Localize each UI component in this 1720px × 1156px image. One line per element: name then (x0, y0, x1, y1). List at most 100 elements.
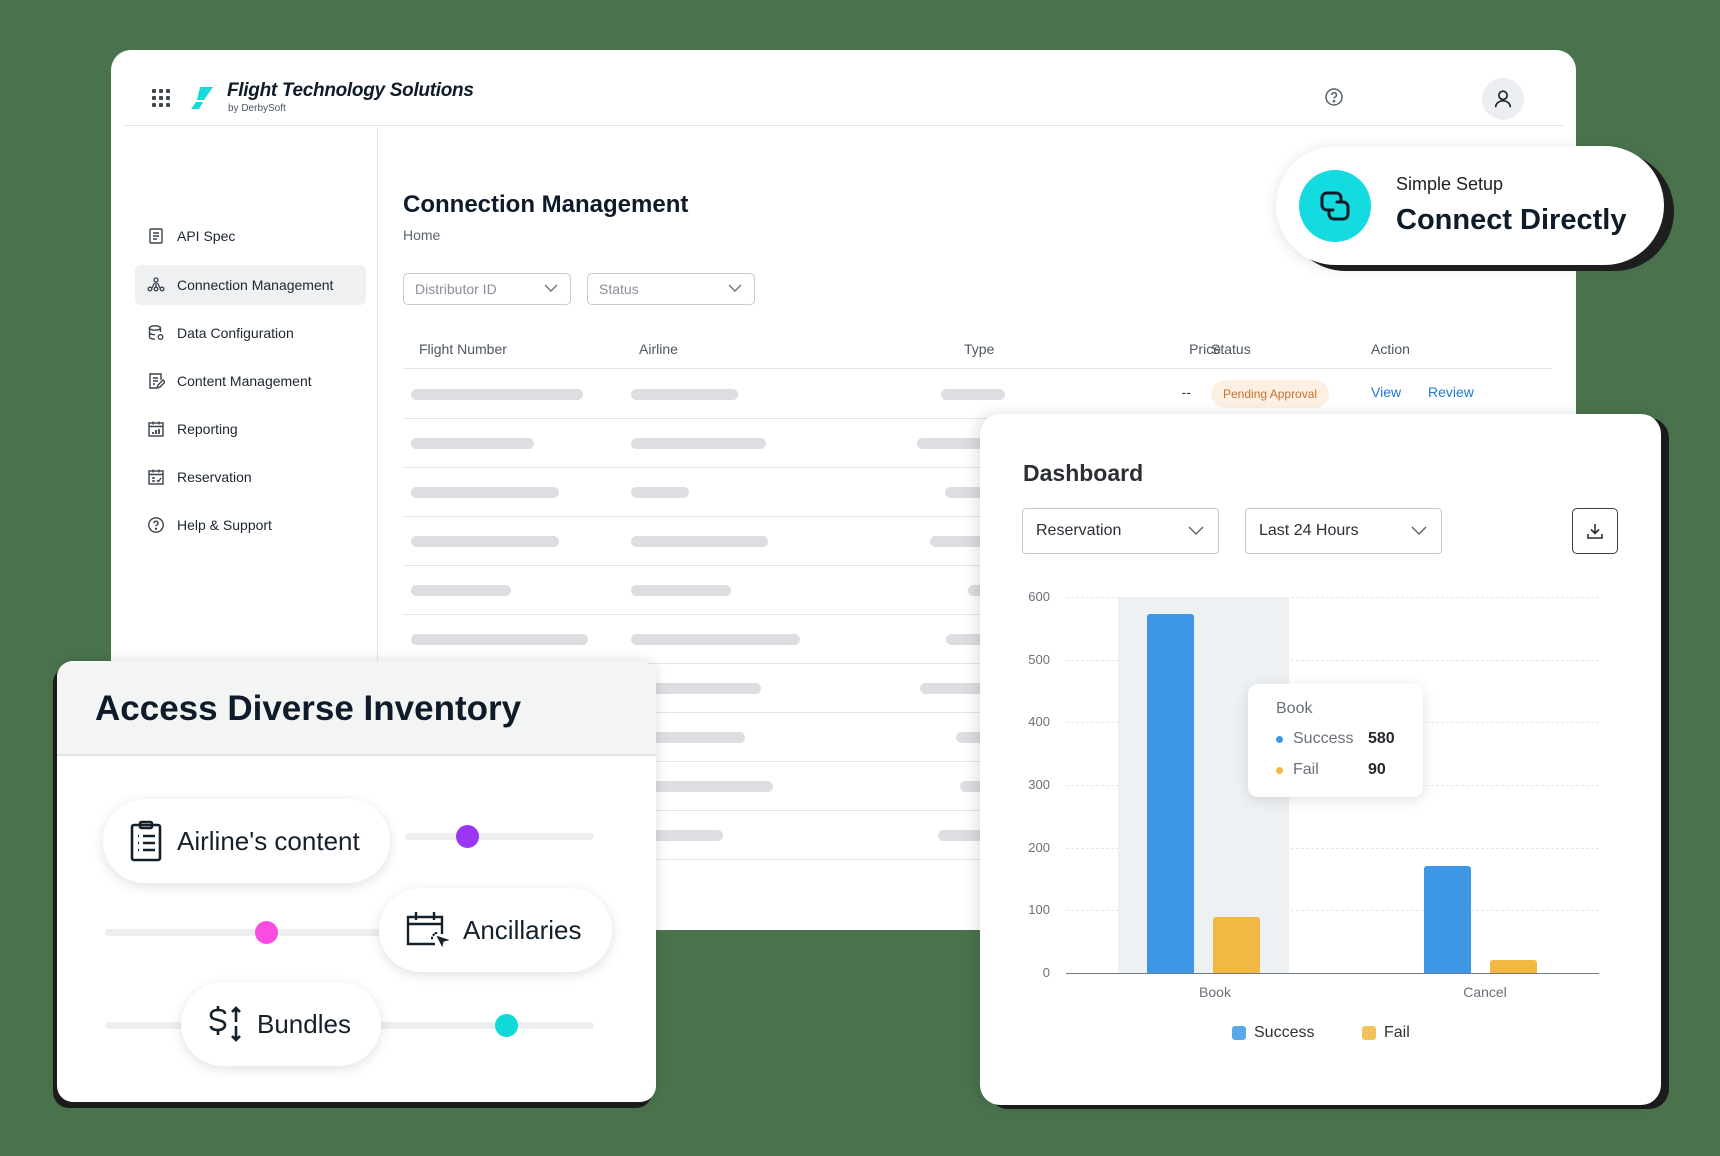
status-badge: Pending Approval (1211, 380, 1330, 408)
view-link[interactable]: View (1371, 384, 1402, 400)
sidebar-item-connection-management[interactable]: Connection Management (135, 265, 366, 305)
y-tick: 600 (1028, 589, 1050, 604)
sidebar-item-label: Help & Support (177, 517, 272, 533)
dashboard-title: Dashboard (1023, 460, 1144, 486)
sidebar-item-reporting[interactable]: Reporting (135, 409, 366, 449)
tooltip-row-success: Success (1276, 730, 1353, 748)
legend-item-fail[interactable]: Fail (1362, 1024, 1410, 1042)
download-button[interactable] (1572, 508, 1618, 554)
skeleton-placeholder (941, 389, 1005, 400)
y-tick: 500 (1028, 652, 1050, 667)
sidebar-item-label: Reporting (177, 421, 238, 437)
x-label-cancel: Cancel (1463, 984, 1507, 1000)
dashboard-card: Dashboard Reservation Last 24 Hours 600 … (980, 414, 1661, 1105)
table-row[interactable]: -- Pending Approval View Review (403, 370, 1552, 419)
review-link[interactable]: Review (1428, 384, 1474, 400)
tooltip-label: Fail (1293, 761, 1319, 778)
main-content: Connection Management Home Distributor I… (379, 127, 1576, 930)
chip-label: Airline's content (177, 825, 360, 856)
connect-icon-badge (1299, 170, 1371, 242)
table-row[interactable] (403, 517, 1552, 566)
skeleton-placeholder (631, 683, 761, 694)
sidebar-item-label: Connection Management (177, 277, 334, 293)
skeleton-placeholder (917, 438, 1005, 449)
skeleton-placeholder (411, 487, 559, 498)
user-avatar-button[interactable] (1482, 78, 1524, 120)
slider-knob-pink[interactable] (255, 921, 278, 944)
sidebar-item-label: API Spec (177, 228, 236, 244)
sidebar-item-data-configuration[interactable]: Data Configuration (135, 313, 366, 353)
chevron-down-icon (1188, 526, 1204, 535)
success-dot-icon (1276, 735, 1283, 743)
distributor-id-select[interactable]: Distributor ID (403, 273, 571, 305)
top-bar: Flight Technology Solutions by DerbySoft (123, 50, 1564, 126)
slider-knob-purple[interactable] (456, 825, 479, 848)
sidebar-item-label: Reservation (177, 469, 252, 485)
bar-cancel-fail[interactable] (1490, 960, 1537, 973)
bar-book-success[interactable] (1147, 614, 1194, 973)
skeleton-placeholder (631, 732, 745, 743)
legend-item-success[interactable]: Success (1232, 1024, 1314, 1042)
sidebar-item-api-spec[interactable]: API Spec (135, 216, 366, 256)
bar-cancel-success[interactable] (1424, 866, 1471, 973)
chip-label: Bundles (257, 1008, 351, 1039)
inventory-header: Access Diverse Inventory (57, 661, 656, 756)
column-action: Action (1371, 341, 1410, 357)
table-row[interactable] (403, 615, 1552, 664)
skeleton-placeholder (631, 389, 738, 400)
network-icon (147, 277, 165, 292)
gridline (1066, 848, 1599, 849)
skeleton-placeholder (920, 683, 1005, 694)
inventory-card: Access Diverse Inventory Airline's conte… (57, 661, 656, 1102)
report-type-select[interactable]: Reservation (1022, 508, 1219, 554)
sidebar-item-reservation[interactable]: Reservation (135, 457, 366, 497)
y-tick: 200 (1028, 840, 1050, 855)
column-type: Type (964, 341, 995, 357)
chart-tooltip: Book Success 580 Fail 90 (1248, 684, 1423, 797)
bar-chart: 600 500 400 300 200 100 0 Book Cancel Bo… (980, 414, 1661, 1105)
skeleton-placeholder (411, 634, 588, 645)
fail-swatch-icon (1362, 1026, 1376, 1040)
help-icon[interactable] (1322, 85, 1346, 109)
skeleton-placeholder (946, 634, 1005, 645)
slider-knob-cyan[interactable] (495, 1014, 518, 1037)
document-icon (149, 228, 163, 244)
x-axis (1066, 973, 1599, 974)
gridline (1066, 660, 1599, 661)
calendar-check-icon (148, 469, 164, 485)
y-tick: 0 (1042, 965, 1050, 980)
skeleton-placeholder (411, 389, 583, 400)
report-type-value: Reservation (1036, 522, 1122, 539)
time-range-select[interactable]: Last 24 Hours (1245, 508, 1442, 554)
brand-title: Flight Technology Solutions (227, 80, 474, 101)
skeleton-placeholder (945, 487, 1005, 498)
chip-ancillaries[interactable]: Ancillaries (379, 888, 612, 972)
bar-book-fail[interactable] (1213, 917, 1260, 973)
calendar-click-icon (406, 912, 449, 948)
chip-airlines-content[interactable]: Airline's content (103, 799, 390, 883)
chevron-down-icon (728, 284, 742, 292)
download-icon (1587, 524, 1603, 539)
price-value: -- (1181, 384, 1191, 400)
apps-grid-icon[interactable] (152, 89, 170, 107)
distributor-id-placeholder: Distributor ID (415, 281, 497, 297)
table-row[interactable] (403, 468, 1552, 517)
page-title: Connection Management (403, 191, 689, 218)
skeleton-placeholder (631, 585, 731, 596)
breadcrumb-home[interactable]: Home (403, 227, 441, 243)
skeleton-placeholder (631, 781, 773, 792)
connect-directly-card: Simple Setup Connect Directly (1276, 146, 1664, 265)
column-flight-number: Flight Number (419, 341, 507, 357)
skeleton-placeholder (631, 536, 768, 547)
sidebar-item-help-support[interactable]: Help & Support (135, 505, 366, 545)
sidebar-item-label: Content Management (177, 373, 312, 389)
skeleton-placeholder (631, 438, 766, 449)
sidebar-item-content-management[interactable]: Content Management (135, 361, 366, 401)
tooltip-value-success: 580 (1368, 730, 1395, 747)
slider-track[interactable] (405, 833, 594, 840)
user-icon (1494, 90, 1512, 108)
skeleton-placeholder (631, 830, 723, 841)
status-select[interactable]: Status (587, 273, 755, 305)
chip-bundles[interactable]: Bundles (181, 982, 381, 1066)
connect-subtitle: Simple Setup (1396, 174, 1504, 194)
